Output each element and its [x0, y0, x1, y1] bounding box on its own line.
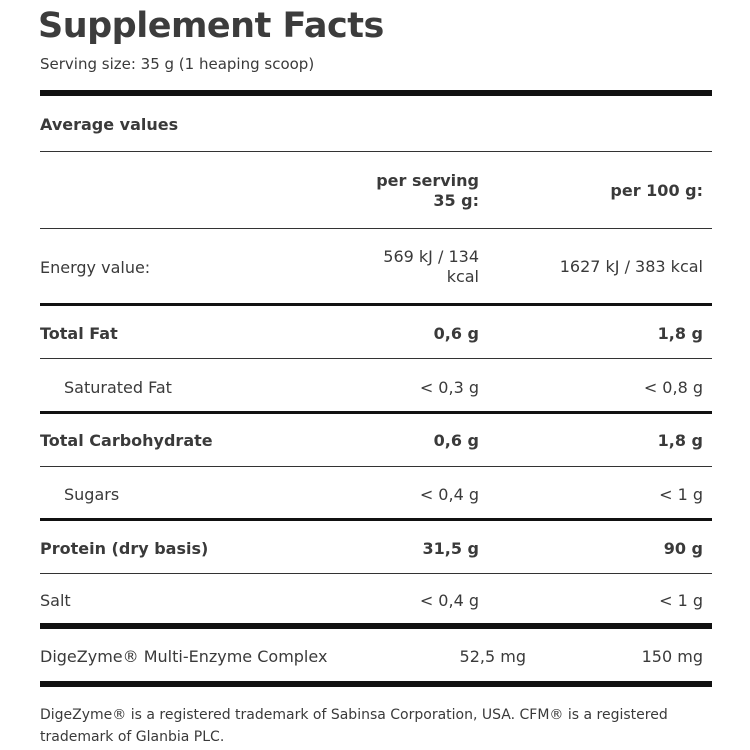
- value-total-fat-per-serving: 0,6 g: [433, 324, 479, 343]
- divider: [40, 151, 712, 152]
- row-label-salt: Salt: [40, 591, 71, 610]
- value-digezyme-per-100g: 150 mg: [641, 647, 703, 666]
- row-label-sugars: Sugars: [64, 485, 120, 504]
- value-salt-per-serving: < 0,4 g: [419, 591, 479, 610]
- divider-medium: [40, 303, 712, 306]
- value-saturated-fat-per-serving: < 0,3 g: [419, 378, 479, 397]
- value-salt-per-100g: < 1 g: [659, 591, 703, 610]
- trademark-footnote: DigeZyme® is a registered trademark of S…: [40, 707, 668, 745]
- row-label-digezyme: DigeZyme® Multi-Enzyme Complex: [40, 647, 328, 666]
- divider: [40, 573, 712, 574]
- value-sugars-per-100g: < 1 g: [659, 485, 703, 504]
- divider: [40, 466, 712, 467]
- value-saturated-fat-per-100g: < 0,8 g: [643, 378, 703, 397]
- column-header-per-100g: per 100 g:: [610, 181, 703, 200]
- divider-medium: [40, 411, 712, 414]
- row-label-total-fat: Total Fat: [40, 324, 118, 343]
- row-label-saturated-fat: Saturated Fat: [64, 378, 172, 397]
- value-energy-per-100g: 1627 kJ / 383 kcal: [559, 257, 703, 276]
- row-label-energy: Energy value:: [40, 258, 151, 277]
- value-protein-per-serving: 31,5 g: [422, 539, 480, 558]
- divider: [40, 228, 712, 229]
- page-title: Supplement Facts: [38, 6, 384, 46]
- value-protein-per-100g: 90 g: [663, 539, 703, 558]
- section-label: Average values: [40, 115, 179, 134]
- divider-thick: [40, 90, 712, 96]
- value-digezyme-per-serving: 52,5 mg: [459, 647, 526, 666]
- column-header-per-serving: per serving 35 g:: [376, 171, 479, 210]
- row-label-total-carbohydrate: Total Carbohydrate: [40, 431, 213, 450]
- value-total-carbohydrate-per-serving: 0,6 g: [433, 431, 479, 450]
- divider: [40, 358, 712, 359]
- divider-thick: [40, 681, 712, 687]
- row-label-protein: Protein (dry basis): [40, 539, 209, 558]
- value-total-fat-per-100g: 1,8 g: [657, 324, 703, 343]
- value-energy-per-serving: 569 kJ / 134 kcal: [383, 247, 479, 286]
- value-total-carbohydrate-per-100g: 1,8 g: [657, 431, 703, 450]
- divider-medium: [40, 518, 712, 521]
- serving-size: Serving size: 35 g (1 heaping scoop): [40, 55, 315, 73]
- value-sugars-per-serving: < 0,4 g: [419, 485, 479, 504]
- divider-thick: [40, 623, 712, 629]
